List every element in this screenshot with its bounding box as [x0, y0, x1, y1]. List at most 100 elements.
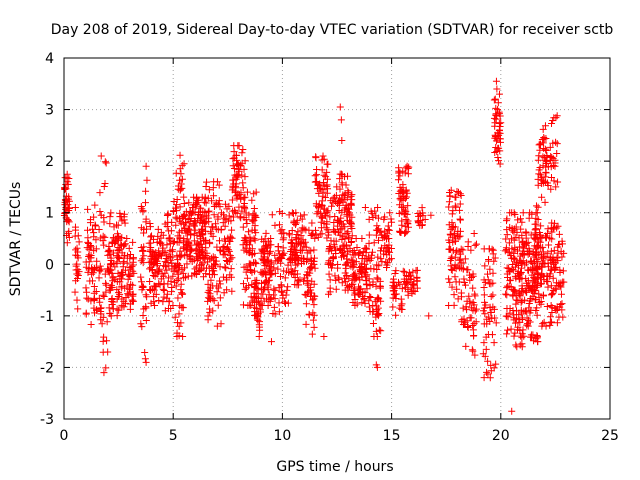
data-point [125, 244, 133, 252]
data-point [179, 304, 187, 312]
data-point [491, 254, 499, 262]
data-point [122, 299, 130, 307]
data-point [129, 238, 137, 246]
data-point [524, 250, 532, 258]
data-point [202, 218, 210, 226]
data-point [496, 160, 504, 168]
data-point [236, 213, 244, 221]
data-point [535, 170, 543, 178]
data-point [142, 187, 150, 195]
data-point [514, 216, 522, 224]
data-point [555, 230, 563, 238]
data-point [399, 181, 407, 189]
data-point [192, 200, 200, 208]
data-point [466, 271, 474, 279]
data-point [198, 247, 206, 255]
data-point [275, 250, 283, 258]
data-point [100, 293, 108, 301]
data-point [445, 203, 453, 211]
data-point [549, 117, 557, 125]
data-point [137, 244, 145, 252]
data-point [550, 223, 558, 231]
data-point [556, 266, 564, 274]
data-point [175, 310, 183, 318]
data-point [241, 234, 249, 242]
data-point [373, 332, 381, 340]
data-point [260, 283, 268, 291]
data-point [485, 313, 493, 321]
data-point [182, 273, 190, 281]
data-point [508, 265, 516, 273]
data-point [105, 265, 113, 273]
data-point [249, 217, 257, 225]
data-point [503, 215, 511, 223]
data-point [516, 292, 524, 300]
data-point [183, 250, 191, 258]
data-point [263, 241, 271, 249]
data-point [445, 236, 453, 244]
data-point [250, 235, 258, 243]
data-point [370, 239, 378, 247]
data-point [313, 185, 321, 193]
data-point [347, 256, 355, 264]
data-point [491, 314, 499, 322]
data-point [365, 215, 373, 223]
data-point [177, 319, 185, 327]
data-point [510, 228, 518, 236]
data-point [336, 226, 344, 234]
data-point [325, 270, 333, 278]
data-point [530, 289, 538, 297]
data-point [276, 208, 284, 216]
data-point [523, 279, 531, 287]
data-point [253, 285, 261, 293]
data-point [490, 96, 498, 104]
data-point [292, 254, 300, 262]
y-tick-label: 3 [45, 103, 54, 119]
data-point [271, 251, 279, 259]
data-point [553, 254, 561, 262]
data-point [271, 295, 279, 303]
data-point [213, 288, 221, 296]
data-point [510, 332, 518, 340]
data-point [262, 261, 270, 269]
data-point [520, 251, 528, 259]
data-point [487, 292, 495, 300]
data-point [148, 267, 156, 275]
data-point [522, 228, 530, 236]
data-point [149, 235, 157, 243]
data-point [546, 313, 554, 321]
data-point [495, 131, 503, 139]
data-point [463, 266, 471, 274]
data-point [305, 226, 313, 234]
data-point [361, 245, 369, 253]
data-point [338, 279, 346, 287]
data-point [522, 241, 530, 249]
data-point [330, 227, 338, 235]
data-point [520, 240, 528, 248]
data-point [355, 264, 363, 272]
data-point [495, 90, 503, 98]
data-point [287, 265, 295, 273]
data-point [195, 268, 203, 276]
data-point [297, 239, 305, 247]
data-point [483, 368, 491, 376]
data-point [310, 280, 318, 288]
data-point [514, 297, 522, 305]
data-point [292, 221, 300, 229]
data-point [271, 269, 279, 277]
data-point [182, 219, 190, 227]
data-point [212, 220, 220, 228]
data-point [518, 218, 526, 226]
data-point [206, 308, 214, 316]
data-point [238, 149, 246, 157]
data-point [365, 253, 373, 261]
data-point [320, 205, 328, 213]
data-point [506, 209, 514, 217]
data-point [274, 265, 282, 273]
x-tick-label: 5 [169, 428, 178, 444]
data-point [552, 285, 560, 293]
data-point [96, 305, 104, 313]
data-point [287, 256, 295, 264]
data-point [90, 282, 98, 290]
data-point [366, 282, 374, 290]
